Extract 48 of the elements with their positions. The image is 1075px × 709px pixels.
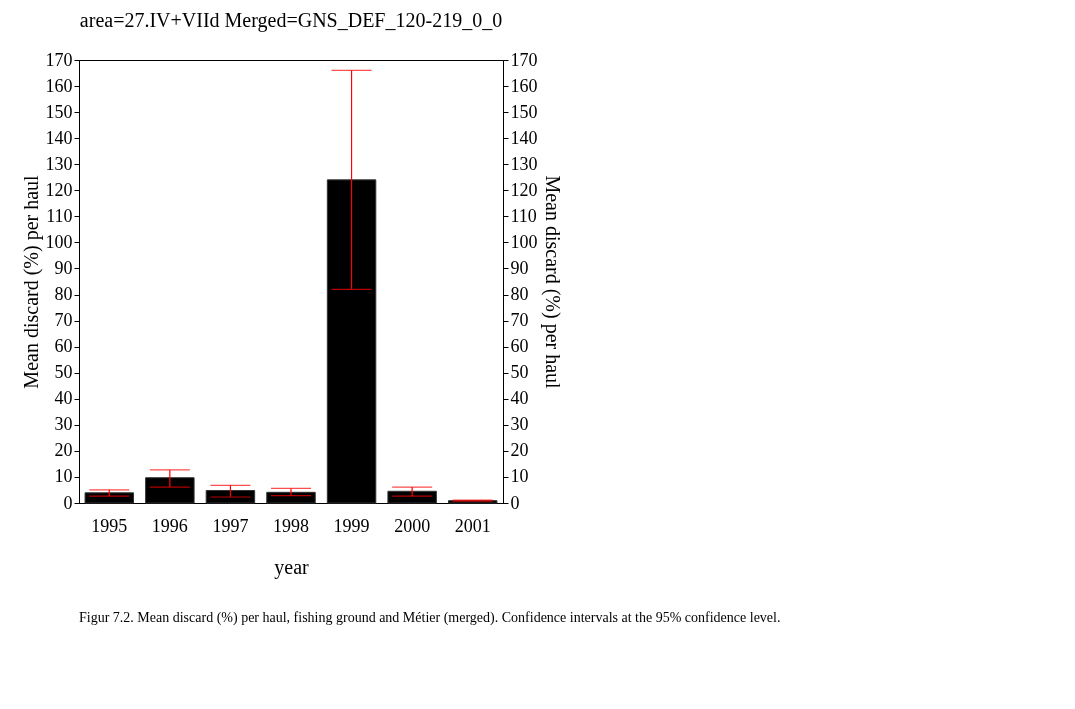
y-tick-label: 150	[45, 101, 73, 122]
y-tick-label: 100	[45, 231, 73, 252]
y-axis-title: Mean discard (%) per haul	[19, 174, 43, 389]
y2-tick-label: 20	[510, 440, 529, 461]
y2-tick-label: 100	[510, 231, 538, 252]
text: Figur 7.2. Mean discard (%) per haul, fishing ground and Métier (merged). Confidence intervals at the 95% confidence level.	[79, 610, 781, 626]
y2-tick-label: 10	[510, 466, 529, 487]
y2-tick-label: 80	[510, 284, 529, 305]
y2-tick-label: 30	[510, 414, 529, 435]
y-tick-label: 90	[54, 257, 73, 278]
y2-tick-label: 90	[510, 257, 529, 278]
x-tick-label: 2001	[454, 515, 491, 536]
y2-tick-label: 120	[510, 179, 538, 200]
y-tick-label: 10	[54, 466, 73, 487]
y2-tick-label: 60	[510, 336, 529, 357]
x-tick-label: 2000	[394, 515, 431, 536]
x-tick-label: 1995	[91, 515, 128, 536]
y-tick-label: 50	[54, 362, 73, 383]
y2-tick-label: 130	[510, 153, 538, 174]
x-tick-label: 1999	[333, 515, 370, 536]
y2-tick-label: 160	[510, 75, 538, 96]
y-tick-label: 160	[45, 75, 73, 96]
y2-tick-label: 140	[510, 127, 538, 148]
y-tick-label: 170	[45, 49, 73, 70]
y-tick-label: 40	[54, 388, 73, 409]
y-tick-label: 30	[54, 414, 73, 435]
chart-title: area=27.IV+VIId Merged=GNS_DEF_120-219_0_0	[79, 9, 503, 32]
x-axis-title: year	[274, 555, 310, 579]
y-tick-label: 110	[46, 205, 73, 226]
y2-axis-title: Mean discard (%) per haul	[540, 175, 564, 390]
y2-tick-label: 50	[510, 362, 529, 383]
y2-tick-label: 110	[510, 205, 537, 226]
y-tick-label: 20	[54, 440, 73, 461]
y-tick-label: 140	[45, 127, 73, 148]
x-tick-label: 1998	[273, 515, 309, 536]
y-tick-label: 0	[63, 492, 73, 513]
x-tick-label: 1997	[212, 515, 249, 536]
y-tick-label: 80	[54, 284, 73, 305]
y2-tick-label: 0	[510, 492, 520, 513]
y2-tick-label: 70	[510, 310, 529, 331]
y-tick-label: 120	[45, 179, 73, 200]
y2-tick-label: 150	[510, 101, 538, 122]
y2-tick-label: 170	[510, 49, 538, 70]
y-tick-label: 60	[54, 336, 73, 357]
y-tick-label: 70	[54, 310, 73, 331]
y2-tick-label: 40	[510, 388, 529, 409]
y-tick-label: 130	[45, 153, 73, 174]
x-tick-label: 1996	[151, 515, 188, 536]
